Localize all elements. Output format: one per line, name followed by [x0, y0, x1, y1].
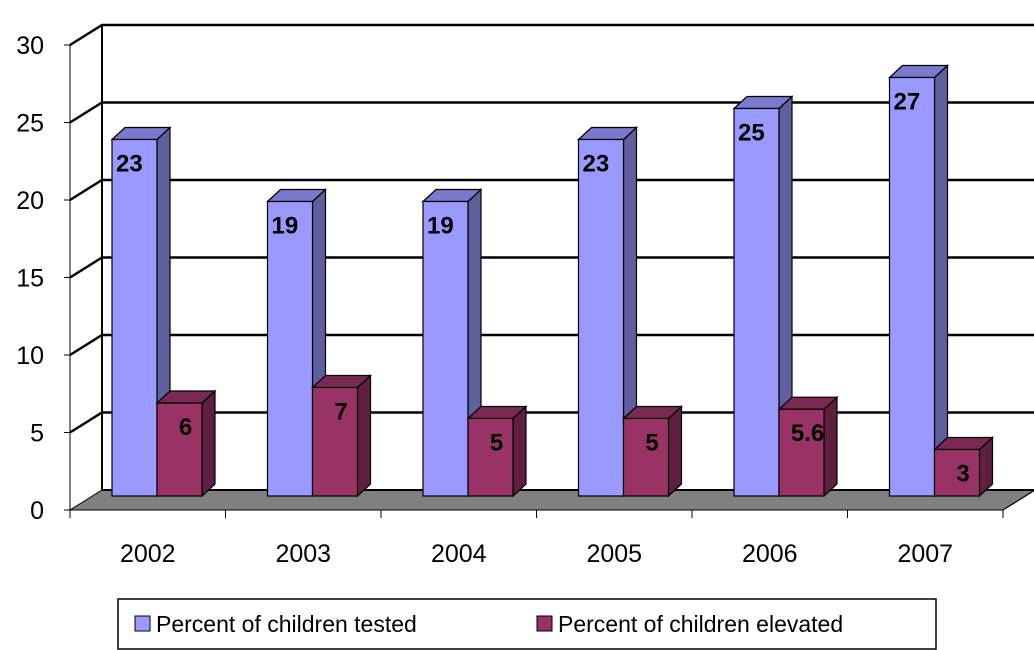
bar-elevated — [621, 405, 684, 498]
data-label: 19 — [272, 213, 299, 240]
data-label: 23 — [116, 151, 143, 178]
y-tick-label: 20 — [16, 187, 44, 215]
x-axis-edge — [1002, 490, 1034, 511]
bar-elevated — [466, 405, 528, 498]
bar-side — [356, 374, 372, 498]
bar-tested — [887, 64, 950, 498]
data-label: 19 — [427, 213, 454, 240]
gridline — [69, 411, 1034, 434]
data-labels: 23 6 19 7 19 5 23 5 25 5.6 27 3 — [116, 89, 970, 488]
bar-tested — [576, 126, 639, 498]
data-label: 5 — [645, 430, 658, 457]
y-tick-label: 10 — [16, 342, 44, 370]
gridline — [69, 23, 1034, 47]
bar-front — [622, 417, 670, 497]
bar-front — [266, 200, 314, 497]
bar-side — [823, 395, 838, 498]
legend-label-tested: Percent of children tested — [156, 611, 417, 637]
data-label: 7 — [334, 399, 347, 426]
bar-tested — [110, 126, 172, 498]
bar-elevated — [155, 389, 217, 498]
x-tick-label: 2006 — [742, 540, 798, 568]
y-tick-label: 5 — [30, 420, 44, 448]
bar-elevated — [777, 395, 839, 498]
x-tick-label: 2002 — [120, 540, 176, 568]
bar-side — [667, 405, 683, 498]
x-tick-label: 2005 — [586, 540, 642, 568]
legend-swatch-elevated — [536, 615, 553, 632]
y-tick-label: 30 — [16, 32, 44, 60]
gridline — [69, 256, 1034, 279]
bars — [110, 64, 995, 498]
bar-side — [512, 405, 527, 498]
data-label: 5 — [490, 430, 503, 457]
data-label: 25 — [738, 120, 765, 147]
bar-front — [156, 402, 203, 497]
gridline — [69, 178, 1034, 202]
bar-front — [933, 448, 981, 497]
bar-elevated — [310, 374, 373, 498]
data-label: 6 — [179, 414, 192, 441]
bar-front — [577, 138, 625, 497]
bar-front — [888, 76, 936, 497]
x-tick-label: 2004 — [431, 540, 487, 568]
data-label: 27 — [894, 89, 921, 116]
data-label: 5.6 — [791, 420, 824, 447]
x-axis: 2002 2003 2004 2005 2006 2007 — [69, 490, 1034, 568]
legend-label-elevated: Percent of children elevated — [558, 611, 843, 637]
y-tick-label: 15 — [16, 265, 44, 293]
bar-front — [467, 417, 514, 497]
bar-side — [933, 64, 949, 498]
bar-tested — [265, 188, 328, 498]
bar-tested — [732, 95, 794, 498]
gridline — [69, 101, 1034, 124]
bar-side — [201, 389, 216, 498]
legend-box — [117, 598, 937, 650]
y-tick-label: 0 — [30, 497, 44, 525]
data-label: 23 — [583, 151, 610, 178]
bar-front — [778, 408, 825, 497]
legend: Percent of children tested Percent of ch… — [117, 598, 937, 650]
bar-elevated — [932, 436, 995, 498]
y-axis: 0 5 10 15 20 25 30 — [16, 24, 103, 525]
bar-front — [733, 107, 780, 497]
data-label: 3 — [956, 461, 969, 488]
bar-front — [111, 138, 158, 497]
y-axis-top — [69, 24, 103, 46]
bar-front — [422, 200, 469, 497]
bar-front — [311, 386, 359, 497]
legend-swatch-tested — [134, 615, 151, 632]
y-tick-label: 25 — [16, 110, 44, 138]
x-tick-label: 2007 — [897, 540, 953, 568]
gridline — [69, 333, 1034, 357]
x-tick-label: 2003 — [275, 540, 331, 568]
